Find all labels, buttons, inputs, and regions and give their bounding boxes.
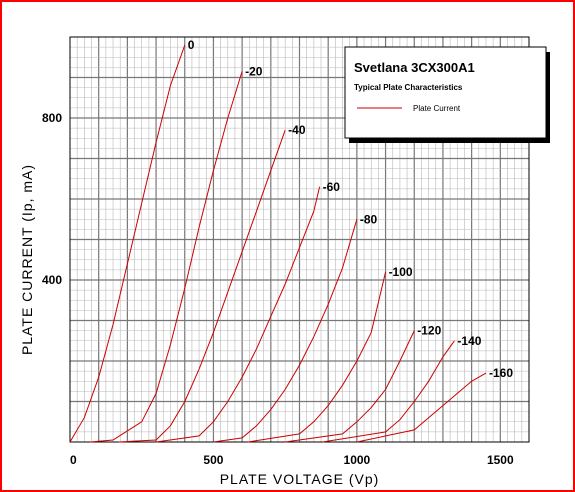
curve-grid-neg60 xyxy=(156,186,321,443)
curve-group: 0 -20 -40 -60 -80 -100 -120 -140 -160 xyxy=(69,38,513,443)
series-label: -60 xyxy=(323,180,341,194)
curve-grid-neg20 xyxy=(90,71,243,443)
curve-grid-0 xyxy=(69,44,186,443)
curve-grid-neg100 xyxy=(247,271,387,443)
series-label: -80 xyxy=(360,212,378,226)
x-tick-label: 500 xyxy=(203,453,223,467)
tick-labels: 0 500 1000 1500 400 800 xyxy=(42,111,514,467)
y-tick-label: 800 xyxy=(42,111,62,125)
curve-grid-neg140 xyxy=(322,340,455,443)
series-label: -140 xyxy=(457,334,481,348)
series-label: 0 xyxy=(188,38,195,52)
legend-panel xyxy=(344,46,547,139)
legend-label: Plate Current xyxy=(413,104,461,113)
chart-subtitle: Typical Plate Characteristics xyxy=(354,83,463,92)
plot-area-border xyxy=(69,36,530,443)
x-tick-label: 1000 xyxy=(344,453,371,467)
series-label: -100 xyxy=(389,265,413,279)
curve-grid-neg40 xyxy=(118,129,286,443)
curve-grid-neg120 xyxy=(285,330,415,443)
x-axis-title: PLATE VOLTAGE (Vp) xyxy=(220,471,380,487)
series-label: -40 xyxy=(288,123,306,137)
legend-box: Svetlana 3CX300A1 Typical Plate Characte… xyxy=(344,46,550,143)
x-tick-label: 1500 xyxy=(487,453,514,467)
series-label: -20 xyxy=(245,64,263,78)
chart-title: Svetlana 3CX300A1 xyxy=(354,60,475,75)
y-tick-label: 400 xyxy=(42,273,62,287)
series-label: -160 xyxy=(489,366,513,380)
series-label: -120 xyxy=(417,324,441,338)
curve-grid-neg80 xyxy=(213,219,358,443)
x-tick-label: 0 xyxy=(70,453,77,467)
curve-grid-neg160 xyxy=(356,372,487,443)
y-axis-title: PLATE CURRENT (Ip, mA) xyxy=(19,164,35,355)
